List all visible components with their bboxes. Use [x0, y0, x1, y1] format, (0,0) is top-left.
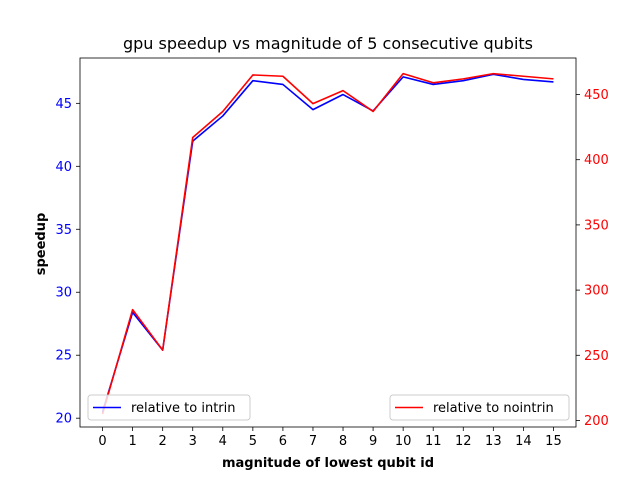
right-y-tick-label: 200 [584, 414, 609, 429]
left-y-tick-label: 45 [55, 97, 72, 112]
left-y-tick-label: 40 [55, 160, 72, 175]
left-y-tick-label: 25 [55, 349, 72, 364]
x-tick-label: 2 [159, 434, 167, 449]
x-axis-label: magnitude of lowest qubit id [222, 456, 434, 471]
y-axis-label: speedup [34, 213, 49, 276]
plot-area: 0 1 2 3 4 5 6 7 8 9 10 11 12 13 14 15202530354045200250… [55, 57, 609, 449]
series-line-intrin [101, 73, 554, 413]
x-tick-label: 4 [219, 434, 227, 449]
right-y-tick-label: 250 [584, 349, 609, 364]
x-tick-label: 14 [515, 434, 532, 449]
x-tick-label: 5 [249, 434, 257, 449]
plot-frame [79, 57, 577, 428]
right-y-tick-label: 300 [584, 284, 609, 299]
x-tick-label: 9 [369, 434, 377, 449]
x-tick-label: 6 [279, 434, 287, 449]
x-tick-label: 8 [339, 434, 347, 449]
x-tick-label: 13 [485, 434, 502, 449]
x-tick-label: 0 [98, 434, 106, 449]
x-tick-label: 7 [309, 434, 317, 449]
x-tick-label: 10 [395, 434, 412, 449]
left-y-tick-label: 30 [55, 286, 72, 301]
x-tick-label: 11 [425, 434, 442, 449]
x-tick-label: 12 [455, 434, 472, 449]
legend-box [389, 394, 570, 421]
right-y-tick-label: 400 [584, 153, 609, 168]
series-line-nointrin [101, 72, 554, 415]
right-y-tick-label: 450 [584, 88, 609, 103]
x-tick-label: 1 [128, 434, 136, 449]
legend-label: relative to nointrin [433, 401, 554, 416]
left-y-tick-label: 20 [55, 412, 72, 427]
left-y-tick-label: 35 [55, 223, 72, 238]
x-tick-label: 3 [189, 434, 197, 449]
legend-label: relative to intrin [131, 401, 236, 416]
chart-title: gpu speedup vs magnitude of 5 consecutiv… [123, 34, 533, 53]
x-tick-label: 15 [545, 434, 562, 449]
right-y-tick-label: 350 [584, 218, 609, 233]
legend-box [87, 394, 251, 421]
